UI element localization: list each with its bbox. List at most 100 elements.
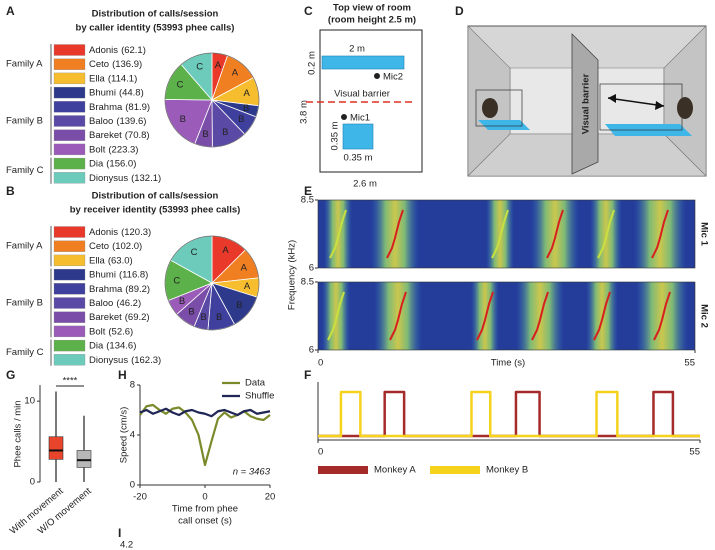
dimension-label: 0.35 m — [343, 153, 372, 164]
y-tick-label: 10 — [24, 396, 35, 407]
legend-label: Adonis (120.3) — [89, 227, 151, 238]
panel-label: F — [304, 368, 311, 382]
slice-label: C — [196, 61, 203, 72]
group-label: Family B — [6, 116, 43, 127]
legend-name: Bhumi — [89, 269, 116, 280]
legend-swatch — [318, 466, 368, 474]
call-trace — [491, 209, 509, 259]
dimension-label: 0.2 m — [307, 51, 318, 75]
legend-value: (162.3) — [131, 354, 161, 365]
x-axis-label: Time (s) — [491, 358, 525, 369]
legend-swatch — [53, 143, 86, 156]
y-tick-label: 8 — [130, 380, 135, 391]
legend-label: Bolt (223.3) — [89, 144, 138, 155]
slice-label: A — [244, 281, 251, 292]
legend-name: Bolt — [89, 144, 106, 155]
legend-label: Dionysus (132.1) — [89, 172, 161, 183]
slice-label: B — [238, 114, 244, 125]
legend-name: Adonis — [89, 227, 118, 238]
y-tick-label: 0 — [30, 477, 35, 488]
x-tick-label: 55 — [689, 447, 700, 458]
box — [48, 436, 64, 460]
legend-label: Monkey B — [486, 465, 528, 476]
y-tick-label: 8.5 — [301, 195, 314, 206]
legend-value: (156.0) — [106, 158, 136, 169]
arrow-head — [655, 101, 664, 110]
legend-value: (120.3) — [121, 227, 151, 238]
legend-name: Dionysus — [89, 354, 128, 365]
legend-swatch — [53, 240, 86, 252]
slice-label: A — [241, 262, 248, 273]
panel-label: H — [118, 368, 127, 382]
dimension-label: 3.8 m — [299, 100, 310, 124]
legend-value: (136.9) — [112, 59, 142, 70]
legend-label: Dia (156.0) — [89, 158, 136, 169]
legend-value: (62.1) — [121, 45, 146, 56]
slice-label: C — [173, 275, 180, 286]
legend-value: (46.2) — [116, 298, 141, 309]
slice-label: A — [232, 68, 239, 79]
panel-label: A — [6, 4, 15, 18]
call-trace — [546, 209, 564, 259]
legend-name: Ella — [89, 255, 106, 266]
legend-value: (116.8) — [119, 269, 148, 280]
legend-label: Ceto (102.0) — [89, 241, 142, 252]
legend-value: (81.9) — [125, 101, 150, 112]
y-tick-label: 4 — [130, 430, 135, 441]
legend-label: Baloo (46.2) — [89, 298, 141, 309]
y-tick-label: 6 — [309, 345, 314, 356]
data-line — [139, 407, 271, 418]
y-tick-label: 6 — [309, 263, 314, 274]
legend-value: (63.0) — [108, 255, 133, 266]
call-trace — [653, 291, 671, 341]
panel-label: C — [304, 4, 313, 18]
panel-label: D — [455, 4, 464, 18]
dimension-label: 2.6 m — [353, 179, 377, 190]
legend-name: Ella — [89, 73, 106, 84]
legend-name: Baloo — [89, 298, 113, 309]
mic-label: Mic1 — [350, 113, 370, 124]
legend-value: (52.6) — [108, 326, 133, 337]
data-line — [318, 390, 700, 438]
chart-title: Distribution of calls/session — [92, 191, 219, 202]
room-diagram: Top view of room (room height 2.5 m) 2 m… — [299, 3, 423, 190]
legend-swatch — [53, 86, 86, 99]
legend-name: Dia — [89, 158, 104, 169]
legend-swatch — [53, 283, 86, 295]
legend-value: (139.6) — [116, 116, 146, 127]
legend-name: Bareket — [89, 130, 122, 141]
y-axis-label: Speed (cm/s) — [119, 407, 130, 464]
platform — [321, 55, 405, 70]
legend-name: Adonis — [89, 45, 118, 56]
legend-label: Bareket (70.8) — [89, 130, 150, 141]
x-axis-label: call onset (s) — [178, 516, 232, 527]
legend-name: Brahma — [89, 283, 123, 294]
barrier-label: Visual barrier — [581, 73, 592, 134]
legend-swatch — [53, 129, 86, 141]
y-axis-label: Phee calls / min — [13, 400, 24, 467]
chart-title: by receiver identity (53993 phee calls) — [70, 205, 241, 216]
chart-title: by caller identity (53993 phee calls) — [76, 23, 235, 34]
legend-swatch — [53, 101, 86, 113]
legend-value: (114.1) — [108, 73, 137, 84]
legend-name: Brahma — [89, 101, 123, 112]
group-label: Family A — [6, 59, 43, 70]
legend-value: (102.0) — [112, 241, 142, 252]
call-trace — [597, 209, 615, 259]
room-outline — [319, 29, 423, 173]
panel-label: G — [6, 368, 15, 382]
slice-label: B — [180, 114, 186, 125]
x-axis-label: Time from phee — [172, 504, 238, 515]
slice-label: B — [216, 312, 222, 323]
legend-name: Ceto — [89, 59, 109, 70]
slice-label: A — [215, 60, 222, 71]
call-trace — [386, 209, 404, 259]
legend-swatch — [430, 466, 480, 474]
legend-label: Data — [245, 378, 266, 389]
legend-label: Bareket (69.2) — [89, 312, 150, 323]
legend-label: Bolt (52.6) — [89, 326, 133, 337]
legend-name: Bhumi — [89, 87, 116, 98]
slice-label: B — [188, 306, 194, 317]
legend-name: Bareket — [89, 312, 122, 323]
